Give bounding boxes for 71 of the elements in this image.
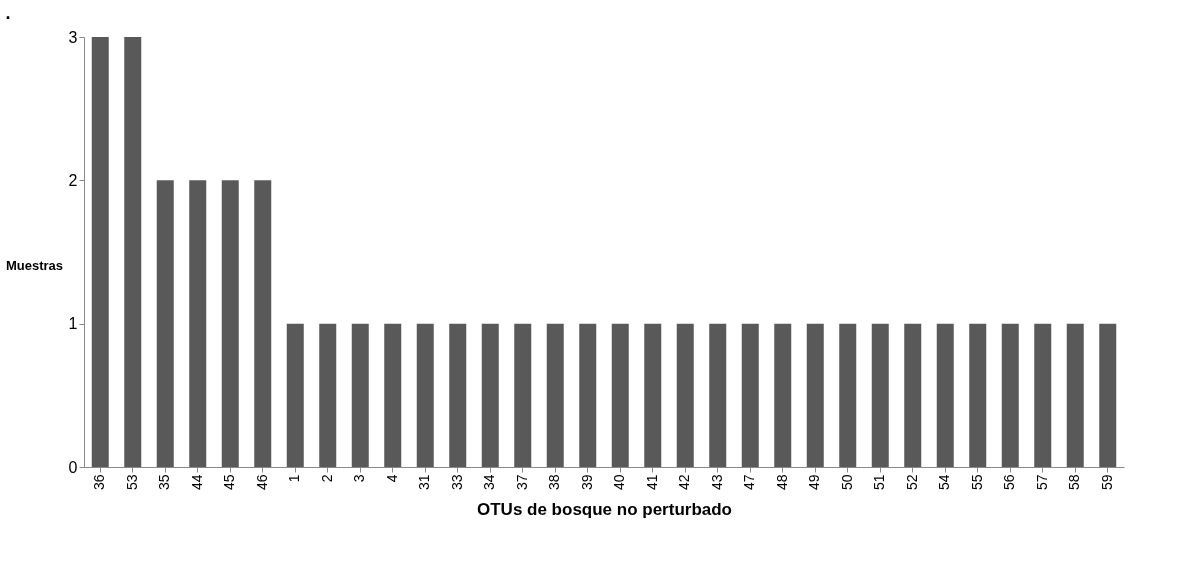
x-axis-title: OTUs de bosque no perturbado	[476, 500, 733, 520]
bar	[1034, 323, 1052, 467]
x-tick-label: 45	[221, 474, 238, 491]
y-tick-label: 3	[68, 28, 78, 46]
bar	[319, 323, 337, 467]
bar	[936, 323, 954, 467]
x-tick-label: 58	[1066, 474, 1083, 491]
x-tick-label: 42	[676, 474, 693, 491]
bar	[709, 323, 727, 467]
bar	[579, 323, 597, 467]
bar	[351, 323, 369, 467]
x-tick-label: 40	[611, 474, 628, 491]
x-tick-label: 59	[1098, 474, 1115, 491]
x-tick-label: 54	[936, 474, 953, 491]
x-tick-label: 38	[546, 474, 563, 491]
bar	[904, 323, 922, 467]
x-tick-label: 3	[351, 474, 368, 483]
y-tick-label: 2	[68, 171, 78, 189]
x-tick-label: 47	[741, 474, 758, 491]
bar	[449, 323, 467, 467]
bar	[871, 323, 889, 467]
x-tick-label: 34	[481, 474, 498, 491]
y-axis-title: Muestras	[5, 257, 64, 273]
bar	[969, 323, 987, 467]
bar	[286, 323, 304, 467]
bar	[481, 323, 499, 467]
y-tick-label: 0	[68, 458, 78, 476]
bar	[806, 323, 824, 467]
x-tick-label: 39	[578, 474, 595, 491]
x-tick-label: 4	[383, 474, 400, 483]
bar	[124, 37, 142, 467]
x-tick-label: 31	[416, 474, 433, 491]
bar	[644, 323, 662, 467]
x-tick-label: 52	[903, 474, 920, 491]
chart-title: .	[5, 3, 11, 23]
x-tick-label: 51	[871, 474, 888, 491]
x-tick-label: 55	[968, 474, 985, 491]
bar	[254, 180, 272, 467]
bar	[221, 180, 239, 467]
bar	[384, 323, 402, 467]
bar	[611, 323, 629, 467]
y-tick-label: 1	[68, 315, 78, 333]
x-tick-label: 41	[643, 474, 660, 491]
x-tick-label: 49	[806, 474, 823, 491]
x-tick-label: 37	[513, 474, 530, 491]
bar	[774, 323, 792, 467]
x-tick-label: 2	[318, 474, 335, 483]
x-tick-label: 1	[286, 474, 303, 483]
bar	[839, 323, 857, 467]
x-tick-label: 43	[708, 474, 725, 491]
x-tick-label: 44	[188, 474, 205, 491]
x-tick-label: 56	[1001, 474, 1018, 491]
x-tick-label: 33	[448, 474, 465, 491]
bar	[514, 323, 532, 467]
bar	[91, 37, 109, 467]
x-tick-label: 48	[773, 474, 790, 491]
x-tick-label: 57	[1033, 474, 1050, 491]
bar	[1001, 323, 1019, 467]
bar	[1066, 323, 1084, 467]
bar	[416, 323, 434, 467]
x-tick-label: 46	[253, 474, 270, 491]
x-tick-label: 53	[123, 474, 140, 491]
bar	[1099, 323, 1117, 467]
bar	[546, 323, 564, 467]
x-tick-label: 50	[838, 474, 855, 491]
bar	[189, 180, 207, 467]
x-tick-label: 36	[91, 474, 108, 491]
bar	[676, 323, 694, 467]
bar	[741, 323, 759, 467]
x-tick-label: 35	[156, 474, 173, 491]
bar	[156, 180, 174, 467]
